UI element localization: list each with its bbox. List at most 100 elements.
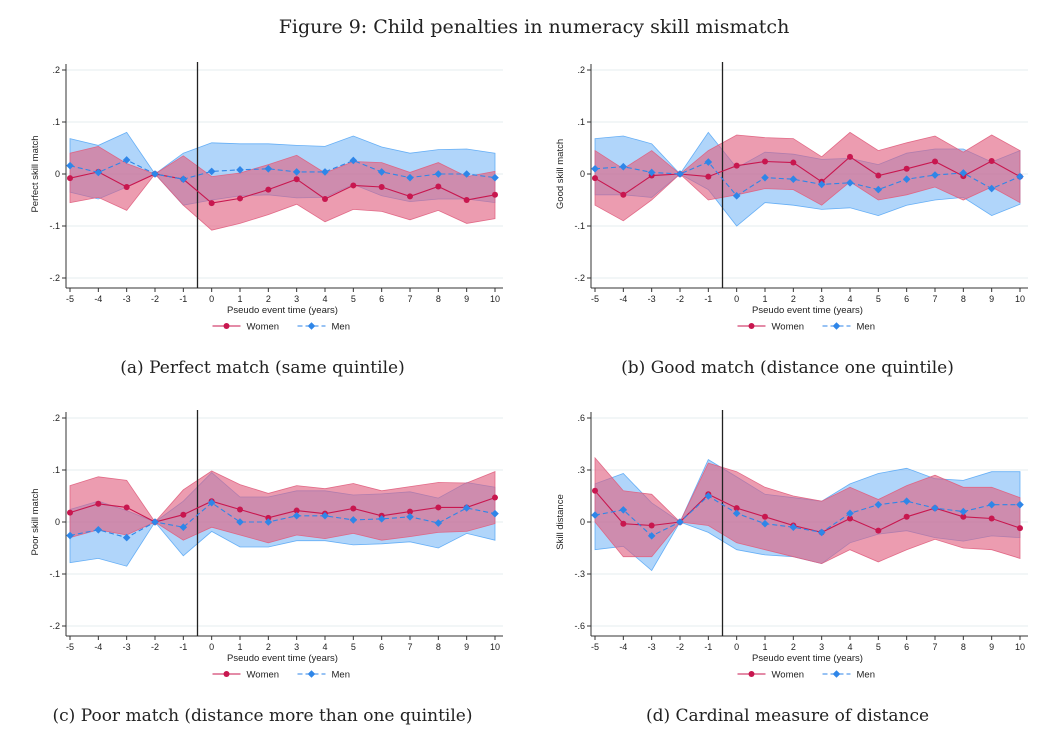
men-point <box>1016 172 1024 181</box>
men-point <box>434 519 443 527</box>
x-tick-label: -4 <box>94 294 102 304</box>
x-tick-label: 2 <box>266 294 271 304</box>
y-tick-label: -.2 <box>49 273 60 283</box>
x-tick-label: 0 <box>209 642 214 652</box>
women-point <box>407 193 413 200</box>
men-point <box>647 532 656 540</box>
x-tick-label: 10 <box>490 642 500 652</box>
women-point <box>322 195 328 202</box>
women-point <box>407 508 413 515</box>
men-point <box>959 169 968 177</box>
men-point <box>349 516 358 524</box>
legend-men-marker <box>307 322 316 330</box>
x-tick-label: -1 <box>704 294 712 304</box>
x-tick-label: 0 <box>734 294 739 304</box>
x-tick-label: -4 <box>619 294 627 304</box>
men-point <box>874 185 883 194</box>
x-tick-label: 5 <box>876 294 881 304</box>
x-tick-label: -3 <box>123 294 131 304</box>
women-point <box>435 183 442 190</box>
x-tick-label: -2 <box>151 642 159 652</box>
legend-women-label: Women <box>247 670 280 681</box>
men-point <box>94 168 103 177</box>
women-point <box>733 162 740 169</box>
men-point <box>434 170 443 178</box>
x-tick-label: -5 <box>66 294 74 304</box>
x-tick-label: 9 <box>989 642 994 652</box>
women-point <box>237 506 243 513</box>
y-tick-label: -.1 <box>574 221 585 231</box>
men-point <box>902 175 911 183</box>
x-tick-label: -2 <box>676 642 684 652</box>
women-point <box>67 509 73 516</box>
women-point <box>492 191 498 198</box>
women-point <box>875 172 882 179</box>
women-point <box>847 153 853 160</box>
women-point <box>903 165 910 172</box>
women-point <box>648 522 655 529</box>
x-tick-label: 9 <box>464 642 469 652</box>
x-tick-label: -4 <box>94 642 102 652</box>
women-point <box>67 175 73 182</box>
x-tick-label: 1 <box>237 642 242 652</box>
x-axis-title: Pseudo event time (years) <box>752 653 863 664</box>
x-tick-label: -3 <box>123 642 131 652</box>
x-tick-label: 10 <box>1015 642 1025 652</box>
women-point <box>960 513 967 520</box>
x-tick-label: 3 <box>294 642 299 652</box>
x-tick-label: 7 <box>932 642 937 652</box>
women-point <box>932 158 938 165</box>
y-axis-title: Good skill match <box>555 139 566 209</box>
men-point <box>321 511 329 520</box>
x-tick-label: 4 <box>847 642 852 652</box>
men-point <box>987 184 996 193</box>
x-tick-label: 8 <box>961 294 966 304</box>
x-tick-label: 6 <box>379 642 384 652</box>
x-tick-label: 4 <box>847 294 852 304</box>
women-confidence-band <box>69 145 496 231</box>
men-point <box>789 523 798 531</box>
x-tick-label: 5 <box>351 642 356 652</box>
legend-men-marker <box>832 322 841 330</box>
x-tick-label: -2 <box>151 294 159 304</box>
y-tick-label: .1 <box>52 117 60 127</box>
women-point <box>378 184 385 190</box>
men-point <box>704 492 713 500</box>
caption-b: (b) Good match (distance one quintile) <box>621 358 954 378</box>
chart-a: -.2 -.1 0 .1 .2 -5 -4 -3 -2 -1 0 1 2 3 4 5 6 7 8 9 10 Pseudo … <box>30 62 503 333</box>
y-tick-label: 0 <box>580 169 585 179</box>
y-axis-title: Poor skill match <box>30 488 41 555</box>
legend-women-marker <box>223 323 230 329</box>
men-point <box>179 523 188 531</box>
y-tick-label: 0 <box>55 517 60 527</box>
men-point <box>236 166 244 174</box>
x-tick-label: 9 <box>464 294 469 304</box>
legend-men-label: Men <box>857 670 875 681</box>
x-tick-label: 6 <box>379 294 384 304</box>
women-point <box>237 195 243 202</box>
legend-men-label: Men <box>332 322 350 333</box>
women-point <box>762 158 768 165</box>
women-series-line <box>594 156 1021 196</box>
women-point <box>123 504 130 511</box>
x-tick-label: -1 <box>179 642 187 652</box>
chart-panel-a: -.2 -.1 0 .1 .2 -5 -4 -3 -2 -1 0 1 2 3 4 5 6 7 8 9 10 Pseudo … <box>0 50 525 395</box>
men-point <box>987 500 996 509</box>
women-confidence-band <box>594 456 1021 565</box>
x-tick-label: 2 <box>791 294 796 304</box>
caption-c: (c) Poor match (distance more than one q… <box>52 706 473 726</box>
men-point <box>902 497 911 505</box>
legend-women-label: Women <box>772 670 805 681</box>
x-tick-label: 6 <box>904 642 909 652</box>
x-tick-label: 7 <box>932 294 937 304</box>
women-point <box>463 197 470 203</box>
women-point <box>733 505 740 512</box>
x-tick-label: -5 <box>591 642 599 652</box>
caption-d: (d) Cardinal measure of distance <box>645 706 930 726</box>
x-tick-label: 2 <box>266 642 271 652</box>
men-point <box>151 170 159 178</box>
x-tick-label: 5 <box>351 294 356 304</box>
y-tick-label: -.2 <box>49 621 60 631</box>
x-tick-label: 7 <box>407 294 412 304</box>
women-point <box>293 176 300 183</box>
